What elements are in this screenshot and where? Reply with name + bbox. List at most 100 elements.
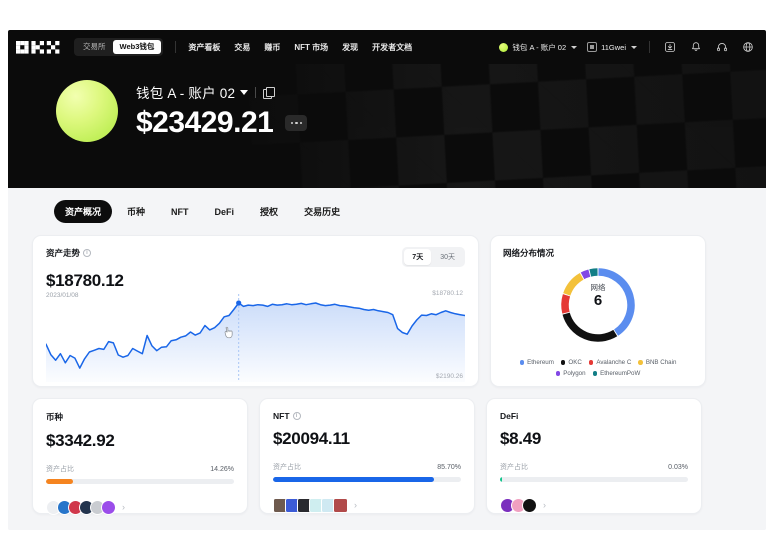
tab-tokens[interactable]: 币种 [127, 207, 146, 217]
legend-dot-bnb [638, 360, 643, 365]
headset-icon[interactable] [714, 39, 730, 55]
legend-item-ethereumpow[interactable]: EthereumPoW [592, 370, 640, 377]
defi-ratio-bar-fill [500, 477, 503, 482]
range-7d[interactable]: 7天 [404, 249, 432, 265]
account-selector-row[interactable]: 钱包 A - 账户 02 [136, 82, 307, 102]
nft-ratio-value: 85.70% [437, 463, 461, 471]
chart-axis-low: $2190.26 [435, 373, 463, 380]
donut-svg [561, 268, 635, 342]
defi-icon-strip[interactable]: › [500, 497, 688, 513]
divider [255, 86, 257, 98]
nav-link-dashboard[interactable]: 资产看板 [188, 42, 221, 52]
chevron-right-icon[interactable]: › [543, 499, 546, 510]
info-icon[interactable]: i [292, 412, 301, 420]
copy-address-icon[interactable] [263, 86, 276, 99]
donut-arc-ethereum[interactable] [598, 268, 635, 336]
defi-ratio-value: 0.03% [668, 463, 688, 471]
donut-center-text: 网络 6 [491, 282, 705, 309]
defi-black-icon [522, 497, 537, 513]
legend-item-okc[interactable]: OKC [560, 359, 582, 366]
nft-thumb-stack [273, 497, 348, 513]
donut-arc-polygon[interactable] [580, 269, 591, 280]
legend-label-bnb: BNB Chain [645, 359, 677, 366]
top-cards-row: 资产走势 i 7天 30天 $18780.12 2023/01/08 [32, 235, 742, 387]
nft-icon-strip[interactable]: › [273, 497, 461, 513]
mouse-cursor-icon [224, 326, 233, 339]
tab-nft[interactable]: NFT [171, 206, 189, 217]
account-name: 钱包 A - 账户 02 [136, 86, 236, 101]
tab-approvals[interactable]: 授权 [260, 207, 279, 217]
info-icon[interactable]: i [83, 249, 92, 257]
defi-card-title: DeFi [500, 411, 519, 421]
legend-dot-ethereum [519, 360, 525, 365]
token-ratio-label: 资产占比 [46, 466, 74, 473]
hero-gradient-overlay [8, 64, 766, 188]
nav-link-trade[interactable]: 交易 [234, 42, 251, 52]
gas-price-label: 11Gwei [601, 42, 626, 52]
nav-link-discover[interactable]: 发现 [342, 42, 359, 52]
chevron-down-icon[interactable] [240, 89, 249, 95]
legend-dot-ethereumpow [592, 371, 598, 376]
legend-item-ethereum[interactable]: Ethereum [519, 359, 554, 366]
token-purple-icon [101, 499, 116, 515]
asset-trend-value: $18780.12 [46, 271, 124, 290]
token-card-value: $3342.92 [46, 431, 115, 450]
switch-exchange[interactable]: 交易所 [83, 42, 106, 51]
nav-link-earn[interactable]: 赚币 [264, 42, 281, 52]
nav-link-developer-docs[interactable]: 开发者文档 [372, 42, 413, 52]
account-avatar [56, 80, 118, 142]
nft-ratio-bar [273, 477, 461, 482]
legend-row-2: Polygon EthereumPoW [499, 370, 697, 377]
section-tabs: 资产概况 币种 NFT DeFi 授权 交易历史 [32, 188, 742, 235]
asset-trend-card: 资产走势 i 7天 30天 $18780.12 2023/01/08 [32, 235, 479, 387]
tab-defi[interactable]: DeFi [214, 206, 235, 217]
token-ratio-bar-fill [46, 479, 73, 484]
top-navigation-bar: 交易所 Web3钱包 资产看板 交易 赚币 NFT 市场 发现 开发者文档 钱包… [8, 30, 766, 64]
defi-ratio-label: 资产占比 [500, 464, 528, 471]
legend-item-polygon[interactable]: Polygon [555, 370, 586, 377]
nav-link-nft-market[interactable]: NFT 市场 [294, 42, 329, 52]
donut-arc-okc[interactable] [562, 312, 618, 342]
defi-summary-card[interactable]: DeFi $8.49 资产占比 0.03% › [486, 398, 702, 514]
tab-overview[interactable]: 资产概况 [54, 200, 113, 223]
wallet-account-selector[interactable]: 钱包 A - 账户 02 [499, 42, 578, 53]
product-switcher[interactable]: 交易所 Web3钱包 [74, 38, 164, 56]
donut-arc-avalanche-c[interactable] [561, 294, 571, 314]
token-summary-card[interactable]: 币种 $3342.92 资产占比 14.26% › [32, 398, 248, 515]
legend-dot-polygon [555, 371, 561, 376]
network-donut-chart [503, 263, 693, 347]
nav-divider [175, 41, 177, 53]
asset-trend-title-group: 资产走势 i [46, 247, 92, 259]
okx-web3-wallet-app: 交易所 Web3钱包 资产看板 交易 赚币 NFT 市场 发现 开发者文档 钱包… [8, 30, 766, 530]
gas-price-selector[interactable]: 11Gwei [587, 42, 637, 52]
download-icon[interactable] [662, 39, 678, 55]
bell-icon[interactable] [688, 39, 704, 55]
donut-arc-ethereumpow[interactable] [589, 268, 598, 277]
legend-item-bnb[interactable]: BNB Chain [638, 359, 676, 366]
chevron-right-icon[interactable]: › [354, 499, 357, 510]
legend-row-1: Ethereum OKC Avalanche C [499, 359, 697, 366]
legend-dot-okc [560, 360, 566, 365]
chevron-right-icon[interactable]: › [122, 501, 125, 512]
defi-card-value: $8.49 [500, 429, 542, 448]
chevron-down-icon [571, 45, 578, 49]
okx-logo[interactable] [16, 40, 60, 54]
tab-transaction-history[interactable]: 交易历史 [304, 207, 341, 217]
asset-trend-chart[interactable]: $18780.12 $2190.26 [46, 290, 465, 382]
legend-item-avalanche[interactable]: Avalanche C [588, 359, 631, 366]
nft-card-title: NFT [273, 411, 290, 421]
wallet-account-label: 钱包 A - 账户 02 [512, 42, 567, 52]
nft-summary-card[interactable]: NFT i $20094.11 资产占比 85.70% › [259, 398, 475, 514]
more-options-button[interactable] [285, 115, 308, 131]
nav-divider-2 [649, 41, 650, 53]
legend-dot-avalanche [588, 360, 594, 365]
defi-icon-stack [500, 497, 537, 513]
token-icon-strip[interactable]: › [46, 499, 234, 515]
range-toggle: 7天 30天 [402, 247, 465, 267]
globe-icon[interactable] [740, 39, 756, 55]
donut-arc-bnb-chain[interactable] [563, 273, 584, 296]
range-30d[interactable]: 30天 [440, 254, 455, 261]
switch-web3-wallet[interactable]: Web3钱包 [112, 40, 162, 54]
wallet-avatar-dot [499, 42, 509, 52]
